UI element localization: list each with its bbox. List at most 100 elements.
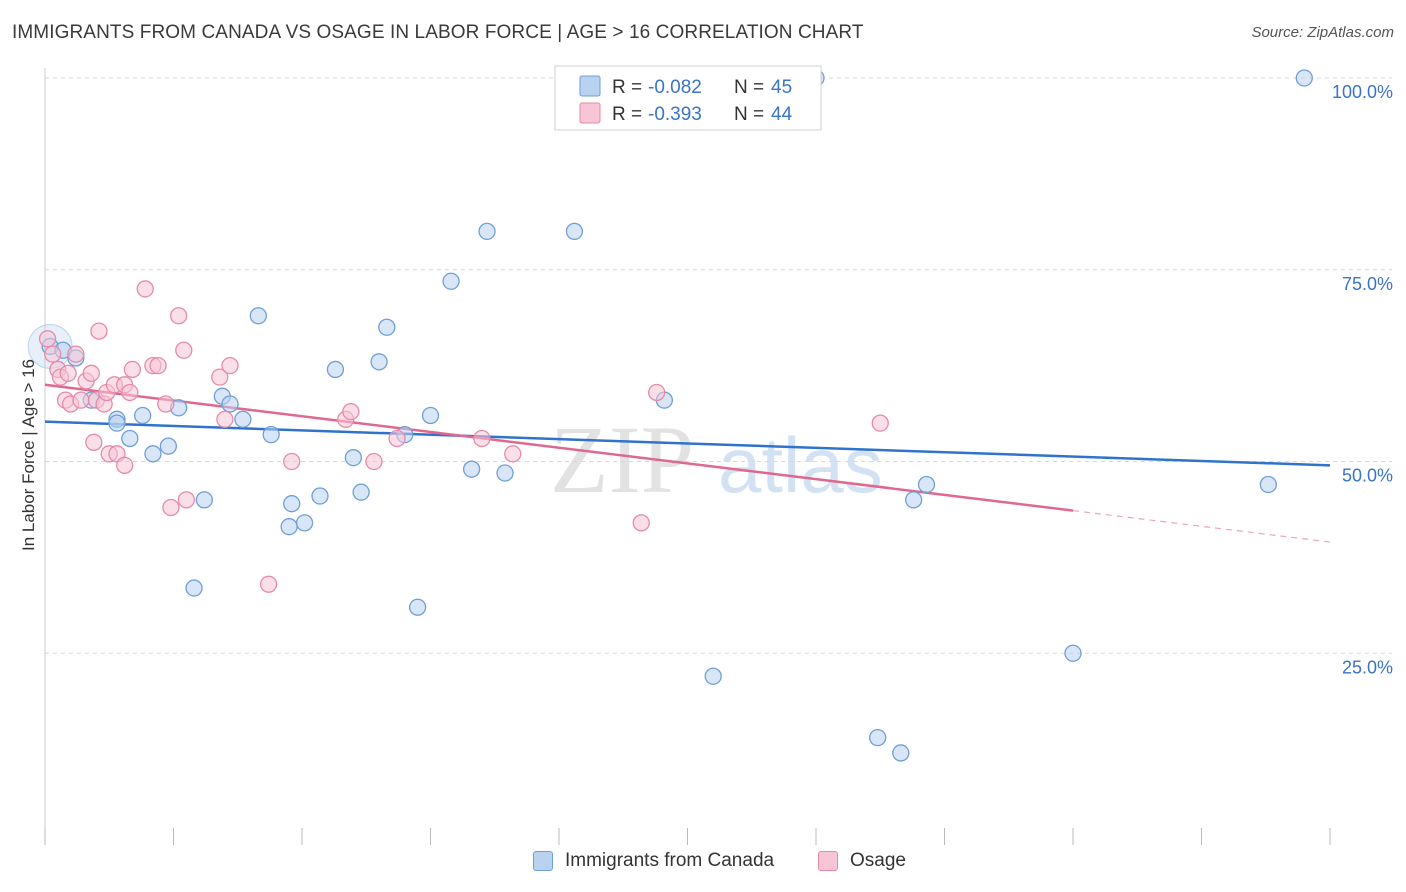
- point-osage: [72, 391, 90, 409]
- point-immigrants-from-canada: [144, 445, 162, 463]
- point-osage: [365, 452, 383, 471]
- legend-label-osage: Osage: [850, 850, 906, 871]
- point-immigrants-from-canada: [234, 410, 252, 428]
- point-immigrants-from-canada: [283, 495, 301, 513]
- point-osage: [175, 341, 193, 359]
- point-immigrants-from-canada: [195, 491, 213, 509]
- watermark: ZIP atlas: [550, 406, 883, 513]
- point-immigrants-from-canada: [121, 429, 139, 448]
- point-osage: [177, 491, 196, 509]
- points-layer: [27, 69, 1313, 762]
- point-immigrants-from-canada: [442, 272, 460, 290]
- point-immigrants-from-canada: [295, 514, 314, 532]
- point-osage: [90, 322, 108, 340]
- legend-label-immigrants-from-canada: Immigrants from Canada: [565, 850, 775, 871]
- trendline-extension: [1072, 509, 1331, 543]
- point-osage: [473, 429, 491, 448]
- point-osage: [59, 364, 77, 382]
- point-immigrants-from-canada: [344, 449, 363, 467]
- legend-swatch-pink: [818, 851, 838, 871]
- point-immigrants-from-canada: [378, 318, 396, 336]
- point-immigrants-from-canada: [108, 414, 126, 432]
- point-osage: [149, 356, 167, 375]
- point-osage: [157, 395, 175, 413]
- point-immigrants-from-canada: [249, 307, 267, 325]
- point-immigrants-from-canada: [478, 222, 496, 241]
- point-osage: [216, 410, 234, 428]
- point-osage: [211, 368, 229, 386]
- point-immigrants-from-canada: [462, 460, 481, 478]
- point-osage: [504, 445, 522, 463]
- watermark-atlas: atlas: [718, 421, 883, 509]
- axis-layer: 25.0%50.0%75.0%100.0%0.0%50.0%: [44, 68, 1393, 845]
- point-immigrants-from-canada: [326, 360, 345, 379]
- legend-blue-r-value: -0.082: [648, 77, 702, 98]
- point-immigrants-from-canada: [370, 353, 388, 371]
- trendline: [44, 383, 1074, 512]
- point-osage: [116, 456, 134, 474]
- y-tick-label: 50.0%: [1342, 466, 1393, 486]
- point-osage: [44, 345, 62, 363]
- point-osage: [342, 402, 360, 421]
- point-immigrants-from-canada: [352, 483, 370, 501]
- point-immigrants-from-canada: [892, 744, 910, 762]
- point-osage: [162, 498, 180, 517]
- point-immigrants-from-canada: [221, 395, 239, 413]
- legend-pink-swatch: [579, 102, 601, 124]
- point-immigrants-from-canada: [1064, 644, 1082, 662]
- legend-blue-swatch: [579, 75, 601, 97]
- legend-blue-n-value: 45: [771, 77, 792, 98]
- point-immigrants-from-canada: [262, 426, 280, 444]
- chart-source: Source: ZipAtlas.com: [1251, 24, 1394, 41]
- point-immigrants-from-canada: [869, 728, 887, 747]
- point-osage: [283, 452, 301, 471]
- point-immigrants-from-canada: [159, 437, 178, 455]
- point-osage: [221, 356, 239, 375]
- point-osage: [82, 364, 100, 382]
- point-osage: [123, 360, 142, 379]
- point-immigrants-from-canada: [185, 579, 203, 597]
- legend-swatch-blue: [533, 851, 553, 871]
- y-tick-label: 75.0%: [1342, 274, 1393, 294]
- chart-title: IMMIGRANTS FROM CANADA VS OSAGE IN LABOR…: [12, 22, 864, 43]
- point-osage: [648, 383, 666, 402]
- point-immigrants-from-canada: [134, 406, 152, 425]
- point-immigrants-from-canada: [565, 222, 584, 241]
- point-osage: [121, 383, 139, 402]
- watermark-zip: ZIP: [550, 406, 694, 513]
- point-osage: [632, 514, 650, 532]
- y-tick-label: 100.0%: [1332, 82, 1393, 102]
- point-immigrants-from-canada: [421, 406, 440, 425]
- point-osage: [871, 414, 889, 432]
- point-immigrants-from-canada: [496, 464, 514, 482]
- bottom-legend: Immigrants from Canada Osage: [0, 850, 1406, 880]
- point-osage: [38, 330, 57, 348]
- point-osage: [388, 429, 406, 448]
- point-immigrants-from-canada: [1259, 475, 1277, 494]
- point-osage: [85, 433, 103, 451]
- y-axis-label: In Labor Force | Age > 16: [19, 359, 38, 551]
- point-immigrants-from-canada: [704, 667, 722, 685]
- legend-item-osage[interactable]: Osage: [818, 850, 906, 872]
- point-immigrants-from-canada: [408, 598, 427, 616]
- trendlines: [44, 383, 1331, 543]
- y-tick-label: 25.0%: [1342, 657, 1393, 677]
- scatter-chart: ZIP atlas 25.0%50.0%75.0%100.0%0.0%50.0%…: [19, 65, 1393, 845]
- grid-layer: [45, 77, 1392, 654]
- legend-blue-n-label: N =: [734, 77, 764, 98]
- legend-pink-n-value: 44: [771, 104, 793, 125]
- legend-pink-r-value: -0.393: [648, 104, 702, 125]
- point-osage: [136, 280, 154, 298]
- legend-pink-n-label: N =: [734, 104, 764, 125]
- point-immigrants-from-canada: [917, 475, 936, 494]
- point-osage: [67, 345, 85, 363]
- point-immigrants-from-canada: [1295, 69, 1313, 87]
- point-immigrants-from-canada: [311, 487, 329, 505]
- legend-item-immigrants-from-canada[interactable]: Immigrants from Canada: [533, 850, 774, 872]
- stats-legend: R = -0.082 N = 45 R = -0.393 N = 44: [554, 65, 822, 131]
- point-osage: [169, 307, 188, 325]
- point-immigrants-from-canada: [905, 491, 923, 509]
- trendline: [44, 420, 1331, 467]
- point-osage: [259, 575, 278, 593]
- point-immigrants-from-canada: [280, 518, 298, 536]
